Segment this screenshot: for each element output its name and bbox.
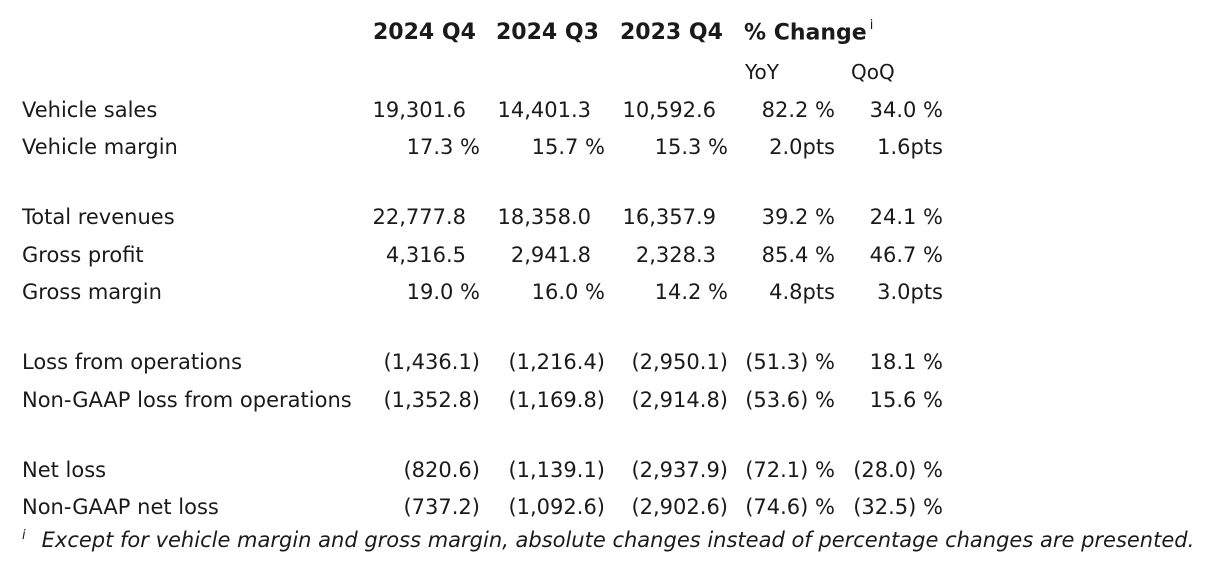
header-footnote-mark: i xyxy=(869,18,874,33)
cell-2024-q4: (1,352.8) xyxy=(383,388,480,412)
cell-2024-q3: (1,092.6) xyxy=(508,495,605,519)
cell-2023-q4: (2,914.8) xyxy=(631,388,728,412)
cell-2024-q4: (1,436.1) xyxy=(383,350,480,374)
cell-qoq: 24.1 % xyxy=(869,205,943,229)
cell-yoy: (53.6) % xyxy=(745,388,835,412)
cell-2023-q4: (2,950.1) xyxy=(631,350,728,374)
cell-2024-q3: 14,401.3 xyxy=(497,98,591,122)
cell-2024-q3: 18,358.0 xyxy=(497,205,591,229)
cell-qoq: 1.6pts xyxy=(877,135,943,159)
row-label: Net loss xyxy=(22,458,107,482)
row-label: Total revenues xyxy=(22,205,175,229)
cell-2024-q3: (1,216.4) xyxy=(508,350,605,374)
cell-yoy: 82.2 % xyxy=(761,98,835,122)
cell-yoy: (74.6) % xyxy=(745,495,835,519)
row-label: Vehicle sales xyxy=(22,98,158,122)
cell-2023-q4: 10,592.6 xyxy=(622,98,716,122)
cell-yoy: 85.4 % xyxy=(761,243,835,267)
cell-2024-q3: 16.0 % xyxy=(531,280,605,304)
footnote-mark: i xyxy=(22,528,26,543)
cell-yoy: (72.1) % xyxy=(745,458,835,482)
cell-2023-q4: 16,357.9 xyxy=(622,205,716,229)
header-2024-q3: 2024 Q3 xyxy=(496,20,599,45)
row-label: Loss from operations xyxy=(22,350,243,374)
table-row-loss-from-operations: Loss from operations (1,436.1) (1,216.4)… xyxy=(0,347,1218,377)
cell-2023-q4: (2,902.6) xyxy=(631,495,728,519)
table-row-gross-margin: Gross margin 19.0 % 16.0 % 14.2 % 4.8pts… xyxy=(0,277,1218,307)
cell-2024-q4: 22,777.8 xyxy=(372,205,466,229)
row-label: Non-GAAP loss from operations xyxy=(22,388,352,412)
row-label: Vehicle margin xyxy=(22,135,178,159)
header-2023-q4: 2023 Q4 xyxy=(620,20,723,45)
table-row-vehicle-sales: Vehicle sales 19,301.6 14,401.3 10,592.6… xyxy=(0,95,1218,125)
cell-qoq: 46.7 % xyxy=(869,243,943,267)
cell-2023-q4: 15.3 % xyxy=(654,135,728,159)
subheader-yoy: YoY xyxy=(745,60,780,84)
cell-2023-q4: 14.2 % xyxy=(654,280,728,304)
row-label: Gross margin xyxy=(22,280,162,304)
cell-2024-q3: (1,139.1) xyxy=(508,458,605,482)
header-2024-q4: 2024 Q4 xyxy=(373,20,476,45)
row-label: Non-GAAP net loss xyxy=(22,495,219,519)
header-percent-change: % Change i xyxy=(744,18,874,46)
cell-2024-q4: 17.3 % xyxy=(406,135,480,159)
cell-2024-q3: 2,941.8 xyxy=(510,243,591,267)
cell-qoq: 15.6 % xyxy=(869,388,943,412)
cell-2024-q4: (737.2) xyxy=(403,495,480,519)
table-row-gross-profit: Gross profit 4,316.5 2,941.8 2,328.3 85.… xyxy=(0,240,1218,270)
header-percent-change-label: % Change xyxy=(744,20,867,46)
cell-2024-q4: 19.0 % xyxy=(406,280,480,304)
cell-qoq: 3.0pts xyxy=(877,280,943,304)
table-row-total-revenues: Total revenues 22,777.8 18,358.0 16,357.… xyxy=(0,202,1218,232)
cell-2023-q4: 2,328.3 xyxy=(635,243,716,267)
cell-qoq: 18.1 % xyxy=(869,350,943,374)
cell-2024-q3: 15.7 % xyxy=(531,135,605,159)
cell-yoy: 2.0pts xyxy=(769,135,835,159)
cell-2024-q4: 19,301.6 xyxy=(372,98,466,122)
cell-qoq: (32.5) % xyxy=(853,495,943,519)
table-row-net-loss: Net loss (820.6) (1,139.1) (2,937.9) (72… xyxy=(0,455,1218,485)
cell-2024-q3: (1,169.8) xyxy=(508,388,605,412)
cell-yoy: 4.8pts xyxy=(769,280,835,304)
cell-qoq: 34.0 % xyxy=(869,98,943,122)
cell-yoy: 39.2 % xyxy=(761,205,835,229)
subheader-qoq: QoQ xyxy=(851,60,895,84)
table-row-vehicle-margin: Vehicle margin 17.3 % 15.7 % 15.3 % 2.0p… xyxy=(0,132,1218,162)
table-row-non-gaap-net-loss: Non-GAAP net loss (737.2) (1,092.6) (2,9… xyxy=(0,492,1218,522)
cell-2024-q4: (820.6) xyxy=(403,458,480,482)
footnote: i Except for vehicle margin and gross mar… xyxy=(22,528,1194,552)
cell-qoq: (28.0) % xyxy=(853,458,943,482)
cell-2023-q4: (2,937.9) xyxy=(631,458,728,482)
row-label: Gross profit xyxy=(22,243,144,267)
cell-yoy: (51.3) % xyxy=(745,350,835,374)
table-row-non-gaap-loss-from-operations: Non-GAAP loss from operations (1,352.8) … xyxy=(0,385,1218,415)
footnote-text: Except for vehicle margin and gross marg… xyxy=(41,528,1195,552)
cell-2024-q4: 4,316.5 xyxy=(385,243,466,267)
